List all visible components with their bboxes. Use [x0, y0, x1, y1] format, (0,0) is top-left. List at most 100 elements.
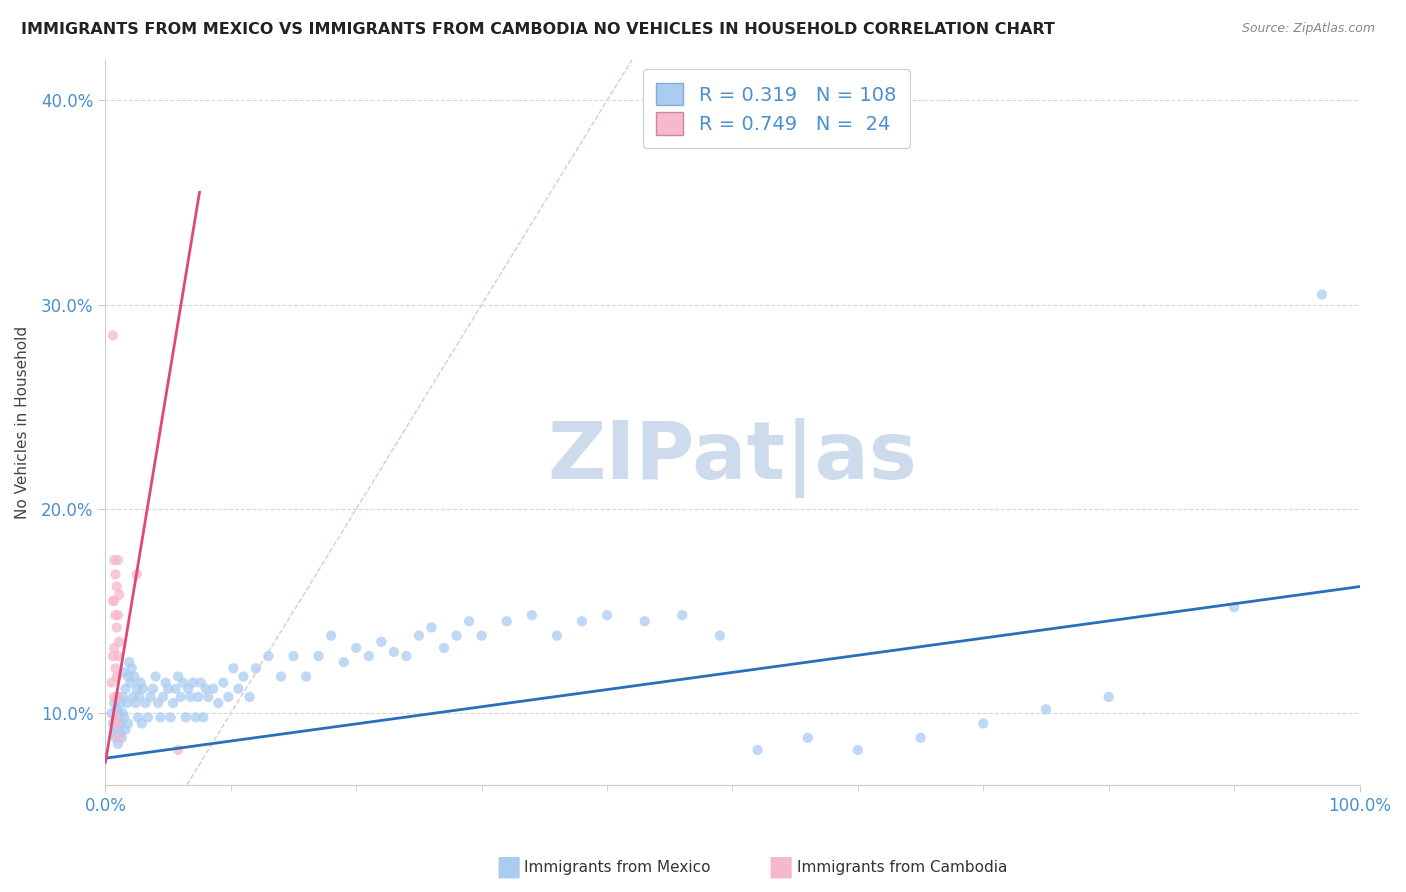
Point	[111, 716, 134, 731]
Point	[129, 675, 152, 690]
Point	[103, 553, 125, 567]
Point	[228, 681, 250, 696]
Point	[104, 710, 127, 724]
Point	[207, 696, 229, 710]
Point	[107, 737, 129, 751]
Point	[103, 696, 125, 710]
Point	[101, 594, 124, 608]
Point	[709, 629, 731, 643]
Point	[596, 608, 619, 623]
Point	[111, 731, 134, 745]
Point	[142, 681, 165, 696]
Point	[187, 690, 209, 704]
Point	[107, 553, 129, 567]
Point	[108, 716, 131, 731]
Point	[972, 716, 994, 731]
Point	[104, 661, 127, 675]
Point	[145, 669, 167, 683]
Point	[101, 716, 124, 731]
Point	[446, 629, 468, 643]
Point	[105, 669, 128, 683]
Point	[152, 690, 174, 704]
Point	[115, 696, 138, 710]
Text: Source: ZipAtlas.com: Source: ZipAtlas.com	[1241, 22, 1375, 36]
Point	[420, 620, 443, 634]
Legend: R = 0.319   N = 108, R = 0.749   N =  24: R = 0.319 N = 108, R = 0.749 N = 24	[643, 70, 910, 148]
Point	[131, 716, 153, 731]
Point	[117, 669, 139, 683]
Point	[104, 731, 127, 745]
Point	[194, 681, 217, 696]
Text: ■: ■	[496, 853, 522, 881]
Point	[212, 675, 235, 690]
Point	[295, 669, 318, 683]
Point	[100, 706, 122, 721]
Point	[124, 696, 146, 710]
Point	[103, 690, 125, 704]
Point	[910, 731, 932, 745]
Point	[846, 743, 869, 757]
Point	[117, 716, 139, 731]
Point	[103, 640, 125, 655]
Point	[193, 710, 215, 724]
Point	[162, 696, 184, 710]
Point	[222, 661, 245, 675]
Point	[107, 690, 129, 704]
Point	[270, 669, 292, 683]
Point	[1223, 600, 1246, 615]
Point	[103, 727, 125, 741]
Point	[135, 696, 157, 710]
Point	[180, 690, 202, 704]
Point	[571, 615, 593, 629]
Point	[127, 710, 149, 724]
Point	[1035, 702, 1057, 716]
Point	[184, 710, 207, 724]
Point	[546, 629, 568, 643]
Point	[149, 710, 172, 724]
Point	[132, 681, 155, 696]
Point	[114, 723, 136, 737]
Point	[122, 690, 145, 704]
Point	[107, 648, 129, 663]
Point	[122, 669, 145, 683]
Point	[308, 648, 330, 663]
Point	[283, 648, 305, 663]
Point	[382, 645, 405, 659]
Point	[408, 629, 430, 643]
Point	[105, 723, 128, 737]
Point	[107, 608, 129, 623]
Point	[136, 710, 159, 724]
Point	[370, 634, 392, 648]
Point	[104, 567, 127, 582]
Point	[471, 629, 494, 643]
Point	[634, 615, 657, 629]
Text: ZIPat|as: ZIPat|as	[547, 418, 918, 499]
Point	[257, 648, 280, 663]
Point	[190, 675, 212, 690]
Point	[101, 648, 124, 663]
Point	[217, 690, 239, 704]
Point	[181, 675, 204, 690]
Point	[110, 696, 132, 710]
Y-axis label: No Vehicles in Household: No Vehicles in Household	[15, 326, 30, 519]
Point	[245, 661, 267, 675]
Point	[110, 727, 132, 741]
Text: ■: ■	[768, 853, 793, 881]
Point	[111, 690, 134, 704]
Point	[1098, 690, 1121, 704]
Point	[120, 675, 142, 690]
Point	[1310, 287, 1333, 301]
Point	[344, 640, 367, 655]
Point	[114, 681, 136, 696]
Point	[239, 690, 262, 704]
Point	[433, 640, 456, 655]
Point	[458, 615, 481, 629]
Point	[105, 716, 128, 731]
Point	[105, 620, 128, 634]
Point	[108, 634, 131, 648]
Text: IMMIGRANTS FROM MEXICO VS IMMIGRANTS FROM CAMBODIA NO VEHICLES IN HOUSEHOLD CORR: IMMIGRANTS FROM MEXICO VS IMMIGRANTS FRO…	[21, 22, 1054, 37]
Point	[157, 681, 180, 696]
Point	[155, 675, 177, 690]
Point	[112, 665, 135, 680]
Point	[108, 588, 131, 602]
